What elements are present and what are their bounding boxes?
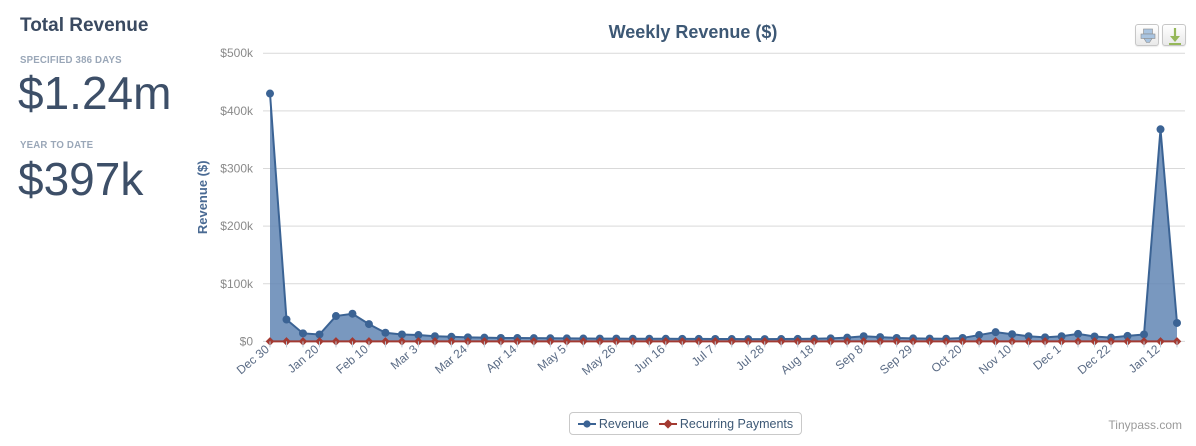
svg-text:$300k: $300k (220, 161, 254, 175)
svg-text:$200k: $200k (220, 219, 254, 233)
svg-text:$0: $0 (240, 334, 254, 348)
svg-text:Nov 10: Nov 10 (976, 342, 1014, 377)
svg-text:Sep 29: Sep 29 (877, 342, 915, 377)
svg-text:Aug 18: Aug 18 (778, 342, 816, 377)
svg-text:$500k: $500k (220, 46, 254, 60)
svg-text:Mar 3: Mar 3 (388, 342, 421, 373)
svg-text:$100k: $100k (220, 277, 254, 291)
svg-text:Jul 28: Jul 28 (733, 342, 767, 374)
svg-text:May 5: May 5 (535, 342, 569, 374)
svg-text:Dec 1: Dec 1 (1030, 342, 1063, 373)
svg-text:Revenue ($): Revenue ($) (195, 160, 210, 234)
svg-text:May 26: May 26 (579, 342, 618, 378)
svg-text:Sep 8: Sep 8 (833, 342, 866, 373)
svg-text:Jul 7: Jul 7 (689, 342, 718, 369)
svg-text:Dec 22: Dec 22 (1075, 342, 1113, 377)
svg-text:$400k: $400k (220, 104, 254, 118)
